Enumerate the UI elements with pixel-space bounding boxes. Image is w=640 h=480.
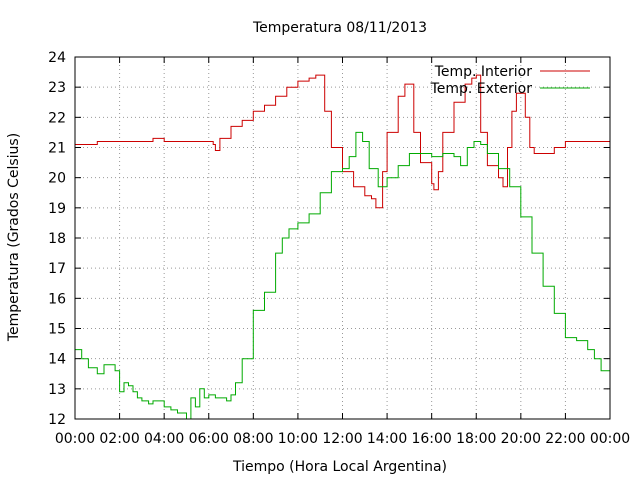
y-tick-label: 20 xyxy=(48,171,66,187)
y-tick-label: 12 xyxy=(48,412,66,428)
grid-lines xyxy=(75,57,610,419)
y-tick-label: 19 xyxy=(48,201,66,217)
y-tick-label: 17 xyxy=(48,261,66,277)
x-tick-label: 06:00 xyxy=(189,431,229,447)
x-axis-label: Tiempo (Hora Local Argentina) xyxy=(232,459,447,475)
x-tick-label: 02:00 xyxy=(99,431,139,447)
x-tick-label: 16:00 xyxy=(411,431,451,447)
x-tick-label: 00:00 xyxy=(590,431,630,447)
y-tick-label: 14 xyxy=(48,352,66,368)
chart-title: Temperatura 08/11/2013 xyxy=(252,20,427,36)
x-ticks: 00:00 02:00 04:00 06:00 08:00 10:00 12:00 14:00… xyxy=(55,57,630,447)
x-tick-label: 22:00 xyxy=(545,431,585,447)
x-tick-label: 12:00 xyxy=(322,431,362,447)
plot-frame xyxy=(74,56,611,420)
x-tick-label: 18:00 xyxy=(456,431,496,447)
series-line-interior xyxy=(75,74,610,209)
legend-label: Temp. Interior xyxy=(434,64,533,80)
y-tick-label: 24 xyxy=(48,50,66,66)
y-tick-label: 18 xyxy=(48,231,66,247)
y-ticks: 12 13 14 15 16 17 18 19 20 21 22 23 24 xyxy=(48,50,610,428)
x-tick-label: 10:00 xyxy=(278,431,318,447)
y-tick-label: 21 xyxy=(48,141,66,157)
y-axis-label: Temperatura (Grados Celsius) xyxy=(6,133,22,342)
y-tick-label: 22 xyxy=(48,110,66,126)
x-tick-label: 00:00 xyxy=(55,431,95,447)
x-tick-label: 08:00 xyxy=(233,431,273,447)
y-tick-label: 15 xyxy=(48,322,66,338)
series-lines xyxy=(75,74,610,420)
y-tick-label: 13 xyxy=(48,382,66,398)
y-tick-label: 16 xyxy=(48,291,66,307)
y-tick-label: 23 xyxy=(48,80,66,96)
x-tick-label: 14:00 xyxy=(367,431,407,447)
x-tick-label: 20:00 xyxy=(501,431,541,447)
x-tick-label: 04:00 xyxy=(144,431,184,447)
series-line-exterior xyxy=(75,131,610,420)
legend-label: Temp. Exterior xyxy=(430,81,533,97)
